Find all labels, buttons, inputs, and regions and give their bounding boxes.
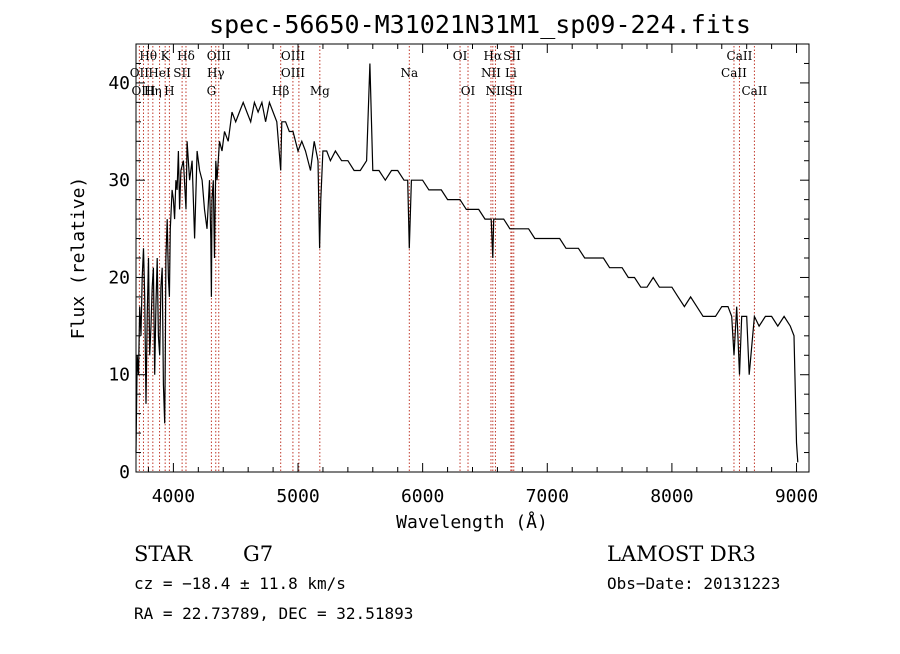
spectral-line-label: CaII [727, 49, 753, 63]
x-tick-label: 6000 [401, 486, 444, 507]
spectral-line-label: Hδ [177, 49, 195, 63]
spectral-line-label: Na [400, 66, 418, 80]
spectral-line-label: Hβ [272, 84, 289, 98]
x-tick-label: 7000 [526, 486, 569, 507]
object-class: STAR [134, 542, 193, 566]
spectral-line-label: K [161, 49, 171, 63]
spectral-line-label: Hγ [207, 66, 225, 80]
spectral-line-label: CaII [721, 66, 747, 80]
spectral-line-label: Mg [310, 84, 330, 98]
spectral-line-label: OIII [131, 84, 155, 98]
spectral-line-label: CaII [741, 84, 767, 98]
x-axis-ticks: 4000 5000 6000 7000 8000 9000 [147, 44, 818, 507]
y-tick-label: 40 [108, 73, 130, 94]
spectral-line-label: OI [453, 49, 468, 63]
obs-date: Obs−Date: 20131223 [607, 574, 780, 593]
x-tick-label: 9000 [775, 486, 818, 507]
spectral-line-label: SII [173, 66, 191, 80]
survey-name: LAMOST DR3 [607, 542, 756, 566]
y-tick-label: 10 [108, 365, 130, 386]
chart-title: spec-56650-M31021N31M1_sp09-224.fits [209, 10, 751, 39]
x-tick-label: 4000 [152, 486, 195, 507]
spectral-line-label: SII [505, 84, 523, 98]
coordinates: RA = 22.73789, DEC = 32.51893 [134, 604, 413, 623]
spectral-line-label: H [164, 84, 174, 98]
x-tick-label: 8000 [650, 486, 693, 507]
y-axis-label: Flux (relative) [68, 177, 89, 340]
spectrum-series [135, 63, 799, 463]
spectral-line-label: Hη [144, 84, 162, 98]
spectral-line-label: OIII [281, 66, 305, 80]
spectral-line-label: NII [485, 84, 505, 98]
spectral-line-label: NII [481, 66, 501, 80]
spectral-line-label: G [207, 84, 217, 98]
spectral-line-label: Li [505, 66, 517, 80]
spectral-line-label: OII [130, 66, 150, 80]
plot-frame [135, 43, 810, 473]
redshift-info: cz = −18.4 ± 11.8 km/s [134, 574, 346, 593]
object-subclass: G7 [243, 542, 273, 566]
spectral-line-label: SII [503, 49, 521, 63]
y-axis-ticks: 0 10 20 30 40 [108, 43, 809, 483]
spectrum-line-0 [135, 63, 799, 463]
y-tick-label: 30 [108, 170, 130, 191]
x-axis-label: Wavelength (Å) [396, 511, 548, 533]
spectral-line-label: HeI [148, 66, 171, 80]
y-tick-label: 0 [119, 462, 130, 483]
spectral-line-label: OI [461, 84, 476, 98]
x-tick-label: 5000 [276, 486, 319, 507]
spectral-line-markers [138, 46, 755, 472]
spectral-line-label: OIII [281, 49, 305, 63]
y-tick-label: 20 [108, 267, 130, 288]
spectral-line-label: OIII [207, 49, 231, 63]
spectral-line-label: Hθ [139, 49, 157, 63]
spectral-line-label: Hα [484, 49, 503, 63]
